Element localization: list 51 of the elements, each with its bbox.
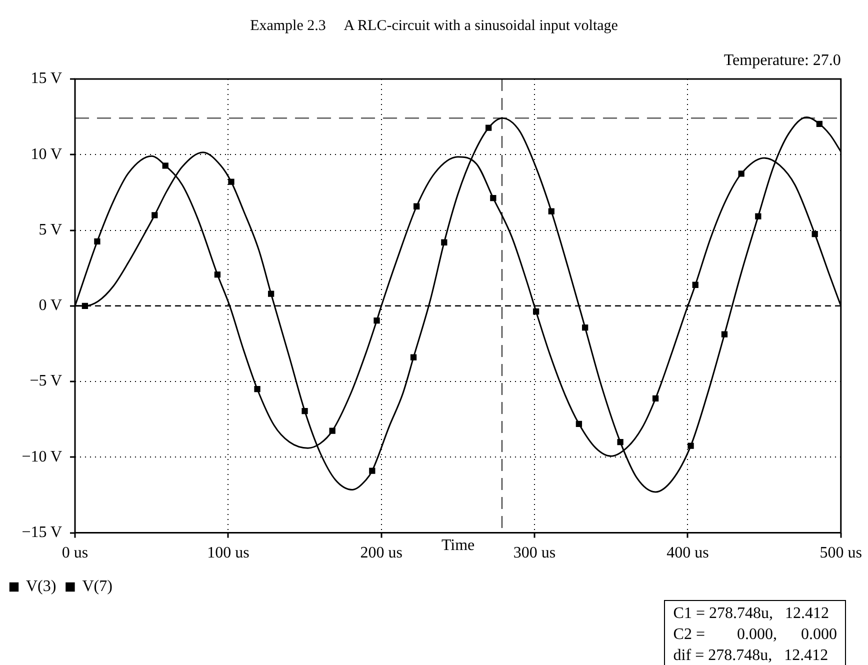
- point: [755, 213, 762, 220]
- point: [812, 230, 818, 238]
- y-tick-label: −5 V: [30, 372, 62, 390]
- point: [410, 354, 417, 360]
- y-tick-label: −10 V: [22, 448, 62, 466]
- x-tick-label: 200 us: [360, 544, 402, 562]
- point: [617, 438, 624, 446]
- point: [688, 442, 694, 449]
- point: [486, 124, 492, 131]
- point: [738, 170, 744, 177]
- y-tick-label: 15 V: [30, 70, 62, 88]
- x-tick-label: 400 us: [666, 544, 709, 562]
- point: [302, 408, 308, 414]
- text: C2 = 0.000, 0.000: [673, 626, 837, 643]
- point: [582, 324, 588, 331]
- y-tick-label: 5 V: [38, 221, 62, 238]
- point: [162, 162, 168, 169]
- point: [214, 272, 221, 278]
- point: [490, 194, 496, 202]
- text: C1 = 278.748u, 12.412: [673, 605, 829, 622]
- x-tick-label: 300 us: [513, 544, 556, 562]
- chart-title: Example 2.3 A RLC-circuit with a sinusoidal input voltage: [249, 18, 619, 35]
- y-tick-label: −15 V: [22, 524, 62, 542]
- point: [268, 290, 274, 297]
- text: Temperature: 27.0: [724, 52, 841, 70]
- point: [532, 308, 540, 315]
- x-tick-label: 0 us: [62, 544, 88, 562]
- point: [228, 178, 234, 185]
- point: [816, 120, 823, 127]
- x-axis-title: Time: [441, 537, 475, 555]
- y-tick-label: 0 V: [38, 297, 62, 314]
- point: [414, 203, 420, 210]
- point: [548, 208, 554, 214]
- legend-label: V(3): [26, 578, 56, 596]
- point: [721, 331, 728, 338]
- point: [254, 386, 260, 392]
- legend-label: V(7): [82, 578, 112, 596]
- point: [692, 282, 698, 288]
- point: [652, 395, 659, 402]
- x-tick-label: 500 us: [820, 544, 862, 562]
- y-tick-label: 10 V: [30, 146, 62, 163]
- text: dif = 278.748u, 12.412: [673, 647, 828, 664]
- x-tick-label: 100 us: [207, 544, 250, 562]
- point: [576, 420, 582, 427]
- point: [329, 428, 336, 434]
- point: [374, 318, 380, 324]
- point: [369, 468, 376, 474]
- point: [152, 212, 158, 218]
- point: [94, 238, 100, 245]
- point: [82, 302, 88, 309]
- point: [441, 239, 448, 246]
